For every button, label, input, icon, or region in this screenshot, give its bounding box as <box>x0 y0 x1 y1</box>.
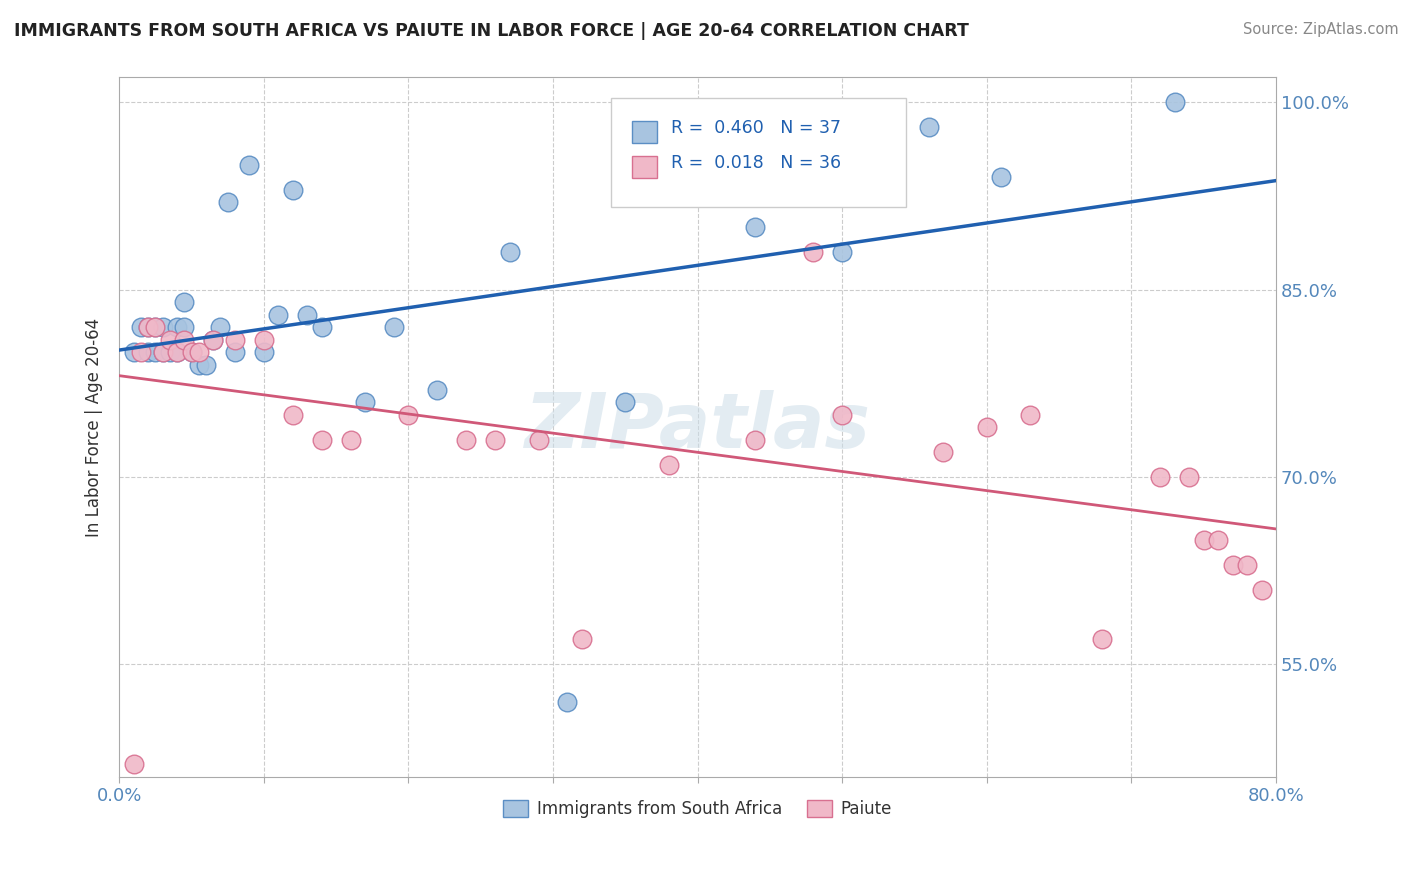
Point <box>1206 533 1229 547</box>
Point <box>1222 558 1244 572</box>
Point <box>281 183 304 197</box>
Point <box>1178 470 1201 484</box>
Point <box>180 345 202 359</box>
Point <box>122 757 145 772</box>
Point <box>614 395 637 409</box>
Point <box>122 345 145 359</box>
Point <box>801 245 824 260</box>
Point <box>129 320 152 334</box>
Point <box>456 433 478 447</box>
Point <box>267 308 290 322</box>
Point <box>1164 95 1187 110</box>
Point <box>145 320 167 334</box>
Point <box>173 320 195 334</box>
Y-axis label: In Labor Force | Age 20-64: In Labor Force | Age 20-64 <box>86 318 103 537</box>
Point <box>1250 582 1272 597</box>
Point <box>152 345 174 359</box>
Point <box>918 120 941 135</box>
Point <box>571 632 593 647</box>
FancyBboxPatch shape <box>631 120 657 144</box>
Point <box>152 345 174 359</box>
Point <box>990 170 1012 185</box>
Point <box>159 345 181 359</box>
Point <box>382 320 405 334</box>
Point <box>195 358 218 372</box>
Point <box>1236 558 1258 572</box>
Point <box>744 220 766 235</box>
Text: ZIPatlas: ZIPatlas <box>524 390 870 464</box>
FancyBboxPatch shape <box>631 156 657 178</box>
Point <box>557 695 579 709</box>
Point <box>831 245 853 260</box>
Point <box>166 320 188 334</box>
Point <box>339 433 361 447</box>
Point <box>1091 632 1114 647</box>
Point <box>311 433 333 447</box>
Point <box>398 408 420 422</box>
Point <box>1192 533 1215 547</box>
Point <box>311 320 333 334</box>
FancyBboxPatch shape <box>610 98 905 207</box>
Point <box>166 345 188 359</box>
Point <box>253 333 276 347</box>
Point <box>744 433 766 447</box>
Point <box>145 320 167 334</box>
Point <box>136 320 159 334</box>
Point <box>173 295 195 310</box>
Point <box>224 333 246 347</box>
Point <box>253 345 276 359</box>
Point <box>831 408 853 422</box>
Point <box>173 333 195 347</box>
Point <box>180 345 202 359</box>
Point <box>209 320 232 334</box>
Point <box>1149 470 1171 484</box>
Point <box>166 345 188 359</box>
Point <box>498 245 520 260</box>
Point <box>145 345 167 359</box>
Point <box>217 195 239 210</box>
Point <box>932 445 955 459</box>
Point <box>187 345 209 359</box>
Point <box>159 333 181 347</box>
Text: R =  0.460   N = 37: R = 0.460 N = 37 <box>671 120 841 137</box>
Point <box>152 320 174 334</box>
Point <box>187 358 209 372</box>
Point <box>1019 408 1042 422</box>
Point <box>136 320 159 334</box>
Text: R =  0.018   N = 36: R = 0.018 N = 36 <box>671 154 841 172</box>
Point <box>527 433 550 447</box>
Point <box>129 345 152 359</box>
Point <box>202 333 225 347</box>
Point <box>426 383 449 397</box>
Text: IMMIGRANTS FROM SOUTH AFRICA VS PAIUTE IN LABOR FORCE | AGE 20-64 CORRELATION CH: IMMIGRANTS FROM SOUTH AFRICA VS PAIUTE I… <box>14 22 969 40</box>
Point <box>354 395 377 409</box>
Point <box>297 308 319 322</box>
Point <box>281 408 304 422</box>
Point <box>976 420 998 434</box>
Point <box>658 458 681 472</box>
Legend: Immigrants from South Africa, Paiute: Immigrants from South Africa, Paiute <box>496 793 898 824</box>
Point <box>484 433 506 447</box>
Point <box>136 345 159 359</box>
Point <box>202 333 225 347</box>
Text: Source: ZipAtlas.com: Source: ZipAtlas.com <box>1243 22 1399 37</box>
Point <box>224 345 246 359</box>
Point <box>238 158 260 172</box>
